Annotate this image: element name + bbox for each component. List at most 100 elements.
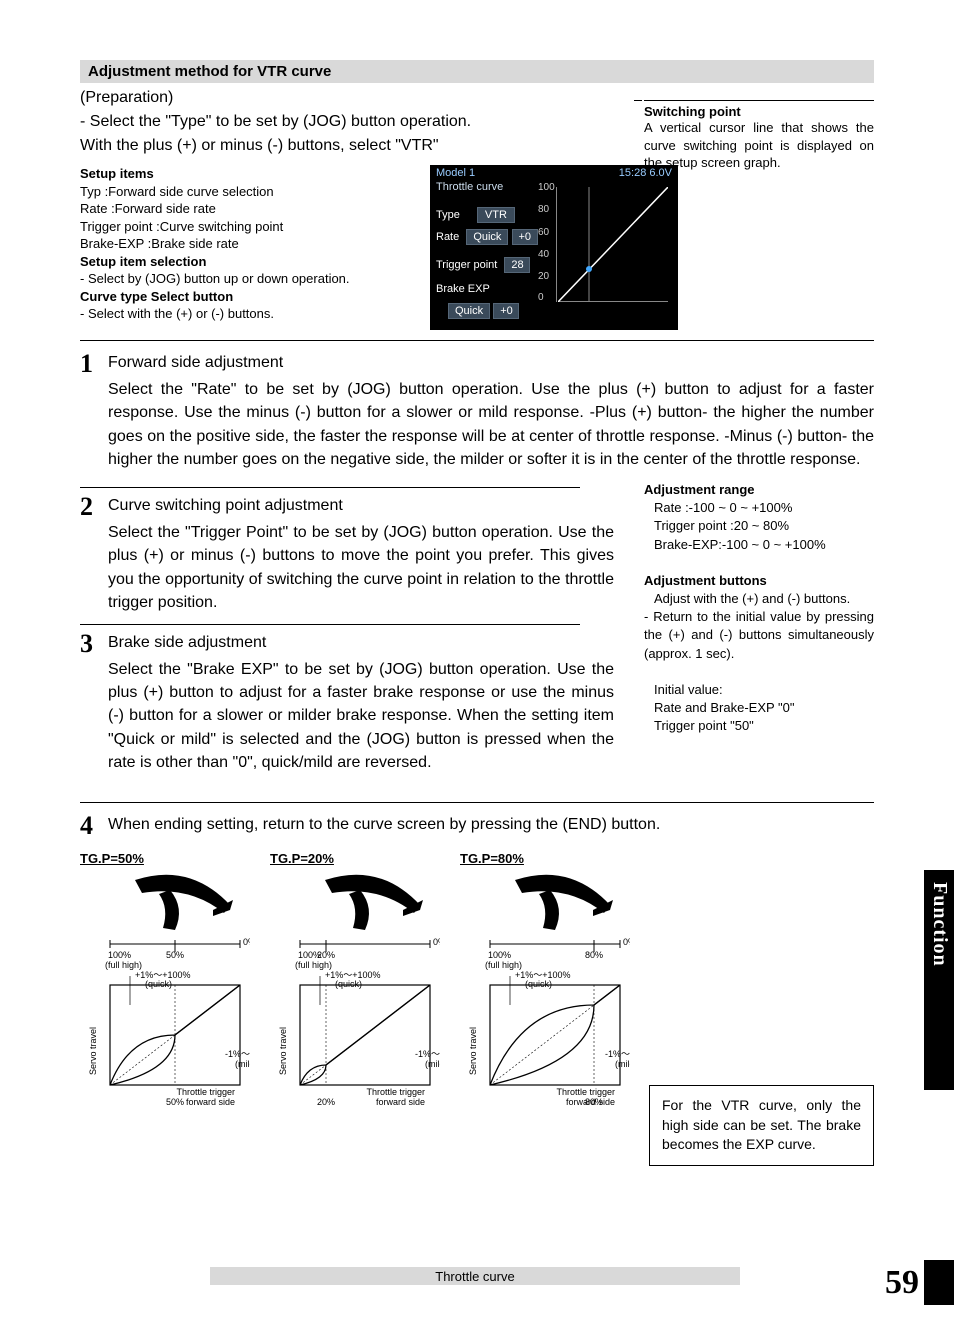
- setup-items-title: Setup items: [80, 165, 420, 183]
- svg-text:(quick): (quick): [335, 979, 362, 989]
- curve-type-body: - Select with the (+) or (-) buttons.: [80, 305, 420, 323]
- svg-text:50%: 50%: [166, 950, 184, 960]
- step-1-title: Forward side adjustment: [108, 351, 874, 374]
- lcd-screenshot: Model 1 15:28 6.0V Throttle curve Type V…: [430, 165, 678, 330]
- screen-brake-value: +0: [493, 303, 519, 319]
- setup-item: Rate :Forward side rate: [80, 200, 420, 218]
- step-4: 4 When ending setting, return to the cur…: [80, 813, 874, 839]
- tg-diagram-label: TG.P=50%: [80, 851, 255, 866]
- screen-type-label: Type: [436, 209, 460, 221]
- screen-rate-mode: Quick: [466, 229, 508, 245]
- svg-text:-1%～ -100%: -1%～ -100%: [415, 1049, 440, 1059]
- screen-title: Throttle curve: [436, 181, 503, 193]
- svg-text:100%: 100%: [488, 950, 511, 960]
- switching-point-title: Switching point: [644, 104, 874, 119]
- adj-buttons-title: Adjustment buttons: [644, 572, 874, 590]
- screen-clock: 15:28 6.0V: [619, 167, 672, 179]
- initial-value-label: Initial value:: [654, 681, 874, 699]
- svg-text:Throttle trigger: Throttle trigger: [176, 1087, 235, 1097]
- svg-text:forward side: forward side: [376, 1097, 425, 1105]
- ytick: 40: [538, 249, 549, 260]
- step-1: 1 Forward side adjustment Select the "Ra…: [80, 351, 874, 471]
- screen-model: Model 1: [436, 167, 475, 179]
- screen-trigger-label: Trigger point: [436, 259, 497, 271]
- setup-item: Typ :Forward side curve selection: [80, 183, 420, 201]
- svg-text:0% (neutral): 0% (neutral): [433, 937, 440, 947]
- diagram-row: TG.P=50% 0% (neutral)100%(full high)50%+…: [80, 851, 874, 1105]
- setup-item-selection-title: Setup item selection: [80, 253, 420, 271]
- setup-item-selection-body: - Select by (JOG) button up or down oper…: [80, 270, 420, 288]
- screen-type-value: VTR: [477, 207, 515, 223]
- setup-item: Trigger point :Curve switching point: [80, 218, 420, 236]
- svg-text:80%: 80%: [585, 950, 603, 960]
- step-2: 2 Curve switching point adjustment Selec…: [80, 494, 614, 614]
- section-header: Adjustment method for VTR curve: [80, 60, 874, 83]
- curve-type-title: Curve type Select button: [80, 288, 420, 306]
- svg-text:100%: 100%: [108, 950, 131, 960]
- screen-rate-label: Rate: [436, 231, 459, 243]
- page-footer: Throttle curve 59: [0, 1267, 954, 1297]
- step-3: 3 Brake side adjustment Select the "Brak…: [80, 631, 614, 774]
- side-tab-label: Function: [924, 870, 954, 979]
- adj-buttons-return: - Return to the initial value by pressin…: [644, 608, 874, 663]
- svg-text:(full high): (full high): [105, 960, 142, 970]
- adj-range-line: Rate :-100 ~ 0 ~ +100%: [654, 499, 874, 517]
- tg-diagram: TG.P=50% 0% (neutral)100%(full high)50%+…: [80, 851, 255, 1105]
- ytick: 20: [538, 271, 549, 282]
- svg-text:(quick): (quick): [145, 979, 172, 989]
- switching-point-note: Switching point A vertical cursor line t…: [644, 100, 874, 172]
- svg-text:(quick): (quick): [525, 979, 552, 989]
- screen-curve: [558, 187, 668, 302]
- svg-text:50%: 50%: [166, 1097, 184, 1105]
- svg-text:Servo travel: Servo travel: [88, 1027, 98, 1075]
- step-number: 2: [80, 494, 108, 614]
- svg-text:(mild): (mild): [235, 1059, 250, 1069]
- adj-range-line: Trigger point :20 ~ 80%: [654, 517, 874, 535]
- adj-range-line: Brake-EXP:-100 ~ 0 ~ +100%: [654, 536, 874, 554]
- ytick: 100: [538, 182, 555, 193]
- footer-label: Throttle curve: [210, 1267, 740, 1285]
- tg-diagram: TG.P=80% 0% (neutral)100%(full high)80%+…: [460, 851, 635, 1105]
- page-number: 59: [885, 1264, 919, 1302]
- svg-text:(full high): (full high): [485, 960, 522, 970]
- step-2-body: Select the "Trigger Point" to be set by …: [108, 521, 614, 614]
- ytick: 80: [538, 204, 549, 215]
- ytick: 60: [538, 227, 549, 238]
- screen-graph: 100 80 60 40 20 0: [558, 187, 668, 302]
- svg-text:Servo travel: Servo travel: [278, 1027, 288, 1075]
- setup-item: Brake-EXP :Brake side rate: [80, 235, 420, 253]
- setup-items: Setup items Typ :Forward side curve sele…: [80, 165, 420, 330]
- svg-text:20%: 20%: [317, 1097, 335, 1105]
- svg-text:80%: 80%: [585, 1097, 603, 1105]
- adj-range-title: Adjustment range: [644, 481, 874, 499]
- adj-buttons-body: Adjust with the (+) and (-) buttons.: [644, 590, 874, 608]
- svg-text:0% (neutral): 0% (neutral): [243, 937, 250, 947]
- screen-rate-value: +0: [512, 229, 538, 245]
- tg-diagram-label: TG.P=20%: [270, 851, 445, 866]
- svg-text:(full high): (full high): [295, 960, 332, 970]
- svg-text:(mild): (mild): [615, 1059, 630, 1069]
- switching-point-body: A vertical cursor line that shows the cu…: [644, 119, 874, 172]
- svg-text:Throttle trigger: Throttle trigger: [366, 1087, 425, 1097]
- screen-trigger-value: 28: [504, 257, 530, 273]
- svg-text:Servo travel: Servo travel: [468, 1027, 478, 1075]
- initial-value-body: Rate and Brake-EXP "0" Trigger point "50…: [654, 699, 874, 735]
- svg-text:(mild): (mild): [425, 1059, 440, 1069]
- side-tab: Function: [924, 870, 954, 1090]
- step-number: 3: [80, 631, 108, 774]
- step-4-body: When ending setting, return to the curve…: [108, 813, 874, 836]
- svg-text:20%: 20%: [317, 950, 335, 960]
- screen-brake-mode: Quick: [448, 303, 490, 319]
- step-number: 4: [80, 813, 108, 839]
- svg-text:forward side: forward side: [186, 1097, 235, 1105]
- step-number: 1: [80, 351, 108, 471]
- screen-brake-label: Brake EXP: [436, 283, 490, 295]
- svg-text:-1%～ -100%: -1%～ -100%: [605, 1049, 630, 1059]
- svg-text:0% (neutral): 0% (neutral): [623, 937, 630, 947]
- step-2-title: Curve switching point adjustment: [108, 494, 614, 517]
- step-3-title: Brake side adjustment: [108, 631, 614, 654]
- tg-diagram: TG.P=20% 0% (neutral)100%(full high)20%+…: [270, 851, 445, 1105]
- step-1-body: Select the "Rate" to be set by (JOG) but…: [108, 378, 874, 471]
- tg-diagram-label: TG.P=80%: [460, 851, 635, 866]
- vtr-note-box: For the VTR curve, only the high side ca…: [649, 1085, 874, 1166]
